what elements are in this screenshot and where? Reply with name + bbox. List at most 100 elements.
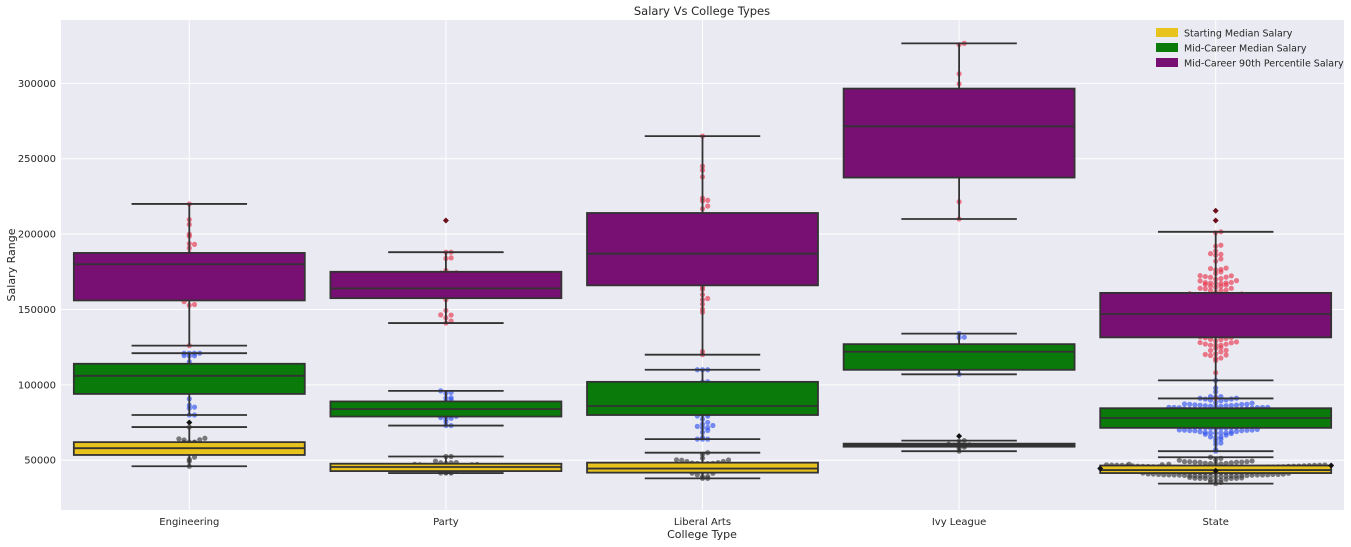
box [72, 362, 306, 395]
swarm-point [1207, 251, 1214, 257]
swarm-point [1181, 427, 1188, 433]
swarm-point [1223, 280, 1229, 286]
outlier-point [1097, 465, 1104, 472]
swarm-point [438, 312, 444, 318]
swarm-point [432, 458, 439, 464]
box [586, 212, 819, 287]
swarm-point [694, 423, 700, 429]
swarm-point [705, 203, 711, 209]
swarm-point [1218, 349, 1224, 355]
swarm-point [1181, 401, 1188, 407]
swarm-point [191, 301, 198, 308]
swarm-point [1207, 434, 1214, 440]
swarm-point [1197, 285, 1203, 291]
swarm-point [1239, 428, 1245, 434]
swarm-point [1192, 402, 1198, 408]
swarm-point [1197, 278, 1203, 284]
swarm-point [1218, 251, 1224, 257]
x-tick-label: Ivy League [932, 517, 986, 528]
axes: 50000 100000 150000 200000 250000 300000 Engin… [18, 79, 1229, 528]
swarm-point [1223, 352, 1229, 358]
swarm-point [1239, 401, 1245, 408]
legend: Starting Median Salary Mid-Career Median … [1156, 28, 1344, 70]
x-tick-label: Party [433, 517, 459, 528]
swarm-point [1218, 287, 1224, 294]
swarm-point [448, 255, 454, 261]
swarm-point [1202, 460, 1208, 466]
swarm-point [197, 437, 203, 443]
swarm-point [1202, 351, 1208, 358]
y-axis-label: Salary Range [5, 228, 18, 301]
swarm-point [191, 404, 198, 410]
swarm-point [1218, 398, 1224, 404]
swarm-point [1197, 402, 1203, 408]
swarm-point [1187, 427, 1193, 434]
x-tick-label: Engineering [159, 517, 219, 528]
swarm-point [1218, 266, 1224, 273]
swarm-point [1176, 457, 1182, 463]
box [586, 380, 819, 416]
legend-swatch [1156, 58, 1178, 67]
swarm-point [1218, 337, 1224, 343]
swarm-point [1249, 400, 1255, 406]
swarm-point [1223, 287, 1229, 293]
swarm-point [1218, 355, 1224, 361]
y-tick-label: 200000 [18, 230, 56, 241]
swarm-point [1223, 341, 1229, 347]
swarm-point [1207, 265, 1214, 272]
swarm-point [705, 197, 711, 203]
swarm-point [1192, 459, 1198, 465]
swarm-point [191, 241, 198, 247]
y-tick-label: 100000 [18, 380, 56, 391]
swarm-point [1197, 273, 1203, 279]
swarm-point [1187, 459, 1193, 465]
swarm-point [1202, 280, 1208, 286]
swarm-point [1207, 274, 1214, 280]
swarm-point [1233, 339, 1240, 345]
box [586, 461, 819, 474]
swarm-point [705, 424, 711, 431]
legend-label: Mid-Career 90th Percentile Salary [1184, 59, 1344, 70]
outlier-point [1212, 217, 1219, 224]
swarm-point [1202, 403, 1208, 409]
swarm-point [1207, 347, 1214, 354]
swarm-point [1218, 242, 1224, 248]
outlier-point [442, 217, 449, 224]
y-tick-label: 150000 [18, 305, 56, 316]
legend-label: Starting Median Salary [1184, 29, 1293, 40]
swarm-point [1218, 477, 1224, 483]
swarm-point [1218, 342, 1224, 348]
swarm-point [1197, 339, 1203, 346]
swarm-point [1202, 429, 1208, 436]
swarm-point [1207, 430, 1214, 436]
swarm-point [1244, 427, 1250, 433]
swarm-point [961, 334, 967, 340]
swarm-point [1244, 459, 1250, 465]
swarm-point [1223, 274, 1229, 280]
swarm-point [1223, 403, 1229, 409]
swarm-point [1218, 430, 1224, 436]
swarm-point [1218, 434, 1224, 440]
swarm-point [1202, 273, 1208, 280]
swarm-point [1223, 430, 1229, 436]
boxes [72, 42, 1335, 485]
box [842, 87, 1076, 179]
swarm-point [448, 395, 454, 401]
swarm-point [679, 457, 685, 463]
swarm-point [1207, 473, 1214, 479]
swarm-point [1218, 473, 1224, 479]
swarm-point [1207, 352, 1214, 359]
swarm-point [1202, 286, 1208, 292]
swarm-point [710, 422, 716, 429]
swarm-point [1218, 276, 1224, 282]
swarm-point [1228, 285, 1234, 291]
swarm-point [705, 419, 711, 426]
swarm-point [1249, 427, 1255, 433]
swarm-point [1223, 347, 1229, 353]
box [329, 270, 563, 300]
swarm-point [1197, 459, 1203, 465]
swarm-point [1244, 401, 1250, 407]
swarm-point [1228, 402, 1234, 409]
swarm-point [448, 312, 454, 318]
